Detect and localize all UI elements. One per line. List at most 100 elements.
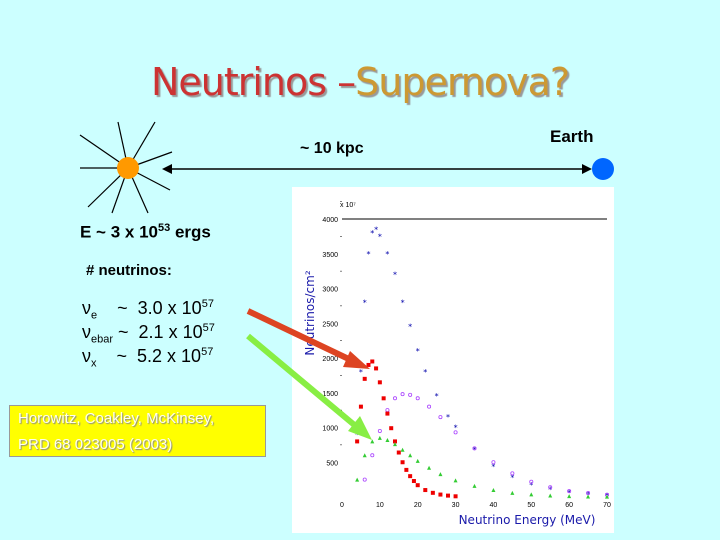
- green-series-point: [472, 483, 477, 488]
- red-series-point: [374, 366, 379, 371]
- blue-series-point: *: [355, 430, 359, 439]
- row-subscript: ebar: [91, 333, 114, 346]
- blue-series-point: *: [491, 462, 495, 471]
- blue-series-point: *: [370, 229, 374, 238]
- row-nu-ebar: νebar ~ 2.1 x 1057: [82, 322, 215, 346]
- green-series-point: [453, 478, 458, 483]
- blue-series-point: *: [385, 250, 389, 259]
- red-series-point: [370, 359, 375, 364]
- x-tick-label: 10: [376, 502, 384, 509]
- red-series-point: [358, 404, 363, 409]
- row-symbol: ν: [82, 322, 91, 342]
- red-series-point: [446, 493, 450, 498]
- row-exponent: 57: [202, 322, 215, 334]
- blue-series-point: *: [401, 298, 405, 307]
- red-series-point: [453, 494, 458, 499]
- x-tick-label: 60: [565, 502, 573, 509]
- red-series-point: [389, 426, 394, 431]
- earth-label: Earth: [550, 127, 594, 146]
- red-series-point: [381, 396, 386, 401]
- purple-series-point: [567, 489, 572, 494]
- purple-series-point: [453, 430, 458, 435]
- y-tick-label: 500: [326, 460, 338, 467]
- blue-series-point: *: [548, 486, 552, 495]
- purple-series-point: [385, 408, 390, 413]
- green-series-point: [415, 458, 420, 463]
- y-multiplier-label: x 10⁷: [340, 202, 356, 209]
- row-nu-x: νx ~ 5.2 x 1057: [82, 346, 213, 370]
- purple-series-point: [548, 485, 553, 490]
- purple-series-point: [438, 415, 443, 420]
- row-value: ~ 5.2 x 10: [96, 346, 202, 366]
- red-series-point: [393, 439, 397, 444]
- reference-box: Horowitz, Coakley, McKinsey, PRD 68 0230…: [9, 405, 266, 457]
- red-series-point: [411, 479, 416, 484]
- blue-series-point: *: [367, 250, 371, 259]
- green-series-point: [385, 438, 390, 443]
- row-exponent: 57: [201, 298, 214, 310]
- y-tick-label: 2000: [322, 356, 338, 363]
- green-series-point: [567, 494, 572, 499]
- purple-series-point: [427, 404, 432, 409]
- purple-series-point: [362, 477, 367, 482]
- purple-series-point: [415, 396, 420, 401]
- red-series-point: [366, 362, 371, 367]
- green-series-point: [586, 494, 591, 499]
- distance-arrow: [162, 164, 592, 174]
- y-tick-label: 1500: [322, 391, 338, 398]
- purple-series-point: [377, 428, 382, 433]
- purple-series-point: [491, 460, 496, 465]
- row-subscript: x: [91, 357, 97, 370]
- blue-series-point: *: [408, 323, 412, 332]
- red-series-point: [415, 483, 420, 488]
- green-series-point: [510, 490, 515, 495]
- purple-series-point: [408, 392, 413, 397]
- title-neutrinos: Neutrinos –: [150, 60, 356, 104]
- green-series-point: [355, 477, 360, 482]
- blue-series-point: *: [435, 392, 439, 401]
- purple-series-point: [510, 471, 515, 476]
- row-subscript: e: [91, 309, 98, 322]
- green-series-point: [400, 447, 405, 452]
- y-tick-label: 4000: [322, 217, 338, 224]
- row-exponent: 57: [201, 346, 214, 358]
- row-value: ~ 3.0 x 10: [97, 298, 202, 318]
- purple-series-point: [400, 392, 405, 397]
- title-supernova: Supernova?: [355, 60, 570, 104]
- y-tick-label: 3500: [322, 252, 338, 259]
- green-series-point: [438, 472, 443, 477]
- x-tick-label: 50: [527, 502, 535, 509]
- blue-series-point: *: [363, 298, 367, 307]
- green-series-point: [529, 492, 534, 497]
- y-tick-label: 2500: [322, 321, 338, 328]
- blue-series-point: *: [454, 424, 458, 433]
- green-series-point: [427, 465, 432, 470]
- x-axis-label: Neutrino Energy (MeV): [459, 513, 596, 527]
- purple-series-point: [472, 446, 477, 451]
- spectrum-chart: 500 1000 1500 2000 2500 3000 3500 4000 0 10 20 30 40…: [292, 187, 614, 533]
- blue-series-point: *: [510, 474, 514, 483]
- blue-series-point: *: [359, 368, 363, 377]
- y-tick-label: 3000: [322, 287, 338, 294]
- chart-svg: 500 1000 1500 2000 2500 3000 3500 4000 0 10 20 30 40…: [303, 201, 611, 527]
- x-tick-label: 30: [452, 502, 460, 509]
- energy-exponent: 53: [157, 222, 171, 234]
- blue-series-point: *: [446, 413, 450, 422]
- blue-series-point: *: [393, 271, 397, 280]
- y-tick-label: 1000: [322, 426, 338, 433]
- x-tick-label: 20: [414, 502, 422, 509]
- red-series-point: [430, 490, 435, 495]
- x-tick-label: 70: [603, 502, 611, 509]
- row-value: ~ 2.1 x 10: [113, 322, 203, 342]
- green-series-point: [408, 453, 413, 458]
- red-series-point: [423, 488, 428, 493]
- green-series-point: [393, 442, 397, 447]
- sun-icon: [79, 121, 173, 214]
- row-symbol: ν: [82, 346, 91, 366]
- scene-diagram: [79, 121, 614, 214]
- slide-title: Neutrinos –Supernova?: [0, 60, 720, 104]
- energy-unit: ergs: [170, 222, 211, 242]
- earth-icon: [592, 158, 614, 180]
- y-axis-label: Neutrinos/cm²: [303, 270, 317, 355]
- purple-series-point: [393, 396, 398, 401]
